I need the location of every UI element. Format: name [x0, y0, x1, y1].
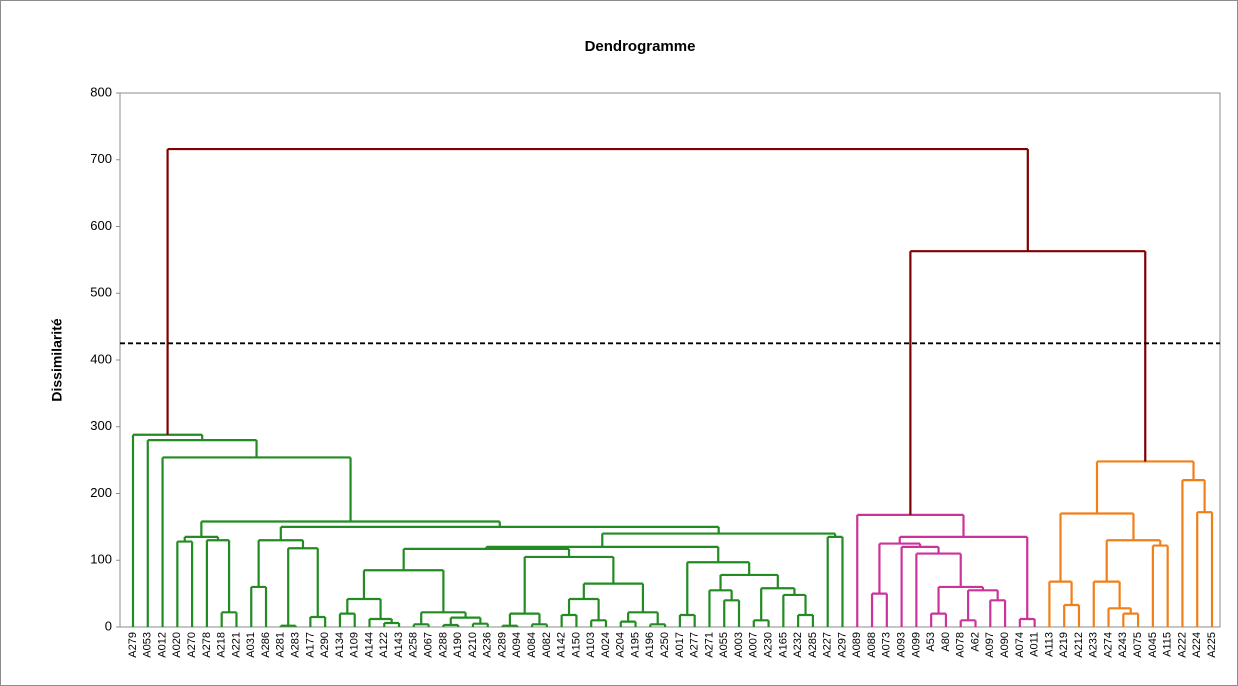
leaf-label: A290 [319, 632, 331, 658]
y-tick-label: 100 [90, 552, 112, 567]
leaf-label: A195 [629, 632, 641, 658]
leaf-label: A024 [600, 632, 612, 658]
dendrogram-link [166, 147, 1029, 435]
y-axis-label: Dissimilarité [49, 318, 65, 401]
leaf-label: A075 [1132, 632, 1144, 658]
leaf-label: A218 [216, 632, 228, 658]
leaf-label: A204 [615, 632, 627, 658]
leaf-label: A281 [275, 632, 287, 658]
leaf-label: A190 [452, 632, 464, 658]
leaf-label: A221 [230, 632, 242, 658]
leaf-label: A222 [1176, 632, 1188, 658]
leaf-label: A053 [142, 632, 154, 658]
leaf-label: A067 [423, 632, 435, 658]
dendrogram-link [183, 535, 220, 542]
leaf-label: A236 [482, 632, 494, 658]
leaf-label: A007 [748, 632, 760, 658]
leaf-label: A224 [1191, 632, 1203, 658]
leaf-label: A144 [363, 632, 375, 658]
leaf-label: A219 [1058, 632, 1070, 658]
leaf-label: A088 [866, 632, 878, 658]
dendrogram-link [898, 535, 1029, 619]
leaf-label: A258 [408, 632, 420, 658]
dendrogram-link [362, 569, 445, 613]
leaf-label: A090 [999, 632, 1011, 658]
leaf-label: A62 [969, 632, 981, 652]
leaf-label: A53 [925, 632, 937, 652]
leaf-label: A011 [1029, 632, 1041, 657]
y-tick-label: 800 [90, 84, 112, 99]
leaf-label: A055 [718, 632, 730, 658]
y-tick-label: 0 [105, 618, 112, 633]
leaf-label: A134 [334, 632, 346, 658]
leaf-label: A288 [437, 632, 449, 658]
dendrogram-link [878, 542, 922, 594]
leaf-label: A093 [896, 632, 908, 658]
leaf-label: A225 [1206, 632, 1218, 658]
y-tick-label: 600 [90, 218, 112, 233]
leaf-label: A271 [703, 632, 715, 658]
y-tick-label: 700 [90, 151, 112, 166]
leaf-label: A150 [570, 632, 582, 658]
leaf-label: A115 [1162, 632, 1174, 657]
leaf-label: A297 [836, 632, 848, 658]
leaf-label: A212 [1073, 632, 1085, 658]
leaf-label: A270 [186, 632, 198, 658]
leaf-label: A227 [822, 632, 834, 658]
leaf-label: A277 [689, 632, 701, 658]
leaf-label: A113 [1043, 632, 1055, 657]
leaf-label: A143 [393, 632, 405, 658]
leaf-label: A084 [526, 632, 538, 658]
leaf-label: A099 [910, 632, 922, 658]
leaf-label: A142 [556, 632, 568, 658]
leaf-label: A250 [659, 632, 671, 658]
leaf-label: A289 [496, 632, 508, 658]
leaf-label: A031 [245, 632, 257, 658]
dendrogram-link [402, 547, 571, 571]
dendrogram-link [826, 535, 844, 627]
leaf-label: A020 [171, 632, 183, 658]
leaf-label: A012 [156, 632, 168, 658]
leaf-label: A122 [378, 632, 390, 658]
leaf-label: A230 [762, 632, 774, 658]
leaf-label: A045 [1147, 632, 1159, 658]
y-tick-label: 400 [90, 351, 112, 366]
leaf-label: A003 [733, 632, 745, 658]
leaf-label: A274 [1102, 632, 1114, 658]
leaf-label: A283 [289, 632, 301, 658]
leaf-label: A80 [940, 632, 952, 652]
leaf-label: A286 [260, 632, 272, 658]
leaf-label: A078 [955, 632, 967, 658]
leaf-label: A165 [777, 632, 789, 658]
leaf-label: A073 [881, 632, 893, 658]
leaf-label: A017 [674, 632, 686, 658]
leaf-label: A103 [585, 632, 597, 658]
leaf-label: A177 [304, 632, 316, 658]
y-tick-label: 200 [90, 485, 112, 500]
leaf-label: A074 [1014, 632, 1026, 658]
leaf-label: A210 [467, 632, 479, 658]
leaf-label: A196 [644, 632, 656, 658]
y-tick-label: 300 [90, 418, 112, 433]
leaf-label: A278 [201, 632, 213, 658]
leaf-label: A094 [511, 632, 523, 658]
leaf-label: A109 [349, 632, 361, 658]
leaf-label: A089 [851, 632, 863, 658]
leaf-label: A097 [984, 632, 996, 658]
leaf-label: A285 [807, 632, 819, 658]
leaf-label: A233 [1088, 632, 1100, 658]
leaf-label: A232 [792, 632, 804, 658]
chart-title: Dendrogramme [585, 38, 696, 55]
leaf-label: A279 [127, 632, 139, 658]
y-tick-label: 500 [90, 285, 112, 300]
leaf-label: A082 [541, 632, 553, 658]
leaf-label: A243 [1117, 632, 1129, 658]
dendrogram-link [686, 561, 751, 615]
